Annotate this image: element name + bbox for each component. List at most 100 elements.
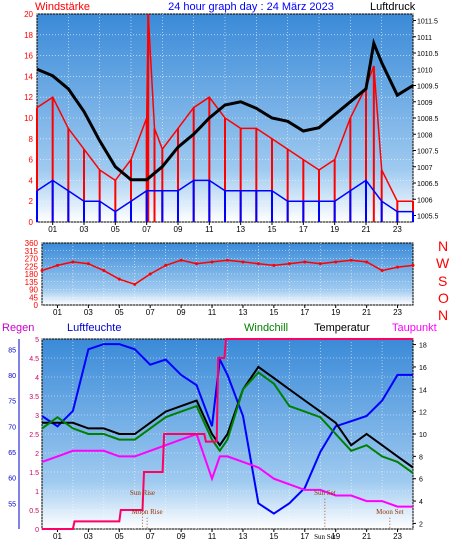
p2-wind-dir-point (380, 269, 384, 273)
p3-x-tick-19: 19 (331, 532, 340, 541)
p2-x-tick-21: 21 (362, 308, 371, 317)
p2-x-tick-09: 09 (177, 308, 186, 317)
p3-temperature-tick-16: 16 (419, 365, 427, 372)
p3-moon_rise-label: Moon Rise (132, 508, 163, 516)
p3-humidity-tick-75: 75 (8, 399, 16, 406)
p2-wind-dir-point (179, 258, 183, 262)
p3-temperature-tick-6: 6 (419, 477, 423, 484)
p3-rain-tick-2: 2 (35, 451, 39, 458)
p2-wind-dir-point (164, 263, 168, 267)
p1-x-tick-07: 07 (142, 225, 151, 234)
p2-left-tick-360: 360 (25, 239, 39, 248)
p3-temperature-tick-12: 12 (419, 410, 427, 417)
p2-wind-dir-point (349, 258, 353, 262)
p1-right-tick-1010: 1010 (417, 67, 433, 74)
label-temperatur: Temperatur (314, 322, 370, 334)
p3-sun-set-axis-label: Sun Set (314, 533, 336, 541)
p2-wind-dir-point (133, 282, 137, 286)
p2-left-tick-0: 0 (34, 301, 39, 310)
compass-label-4: O (438, 290, 449, 306)
p1-left-tick-6: 6 (29, 156, 34, 165)
p1-wind_gust-line (36, 13, 413, 202)
p1-right-tick-1006.5: 1006.5 (417, 181, 439, 188)
p1-right-tick-1008.5: 1008.5 (417, 116, 439, 123)
p1-left-tick-18: 18 (24, 31, 33, 40)
p3-rain-tick-5: 5 (35, 337, 39, 344)
p2-left-tick-45: 45 (29, 293, 38, 302)
p3-humidity-line (41, 343, 413, 515)
p1-x-tick-03: 03 (80, 225, 89, 234)
p1-x-tick-21: 21 (362, 225, 371, 234)
p3-temperature-line (42, 365, 414, 469)
p3-x-tick-11: 11 (208, 532, 217, 541)
p3-rain-tick-3.5: 3.5 (29, 394, 39, 401)
p1-right-tick-1005.5: 1005.5 (417, 214, 439, 221)
p2-wind-dir-point (241, 260, 245, 264)
p1-right-tick-1011.5: 1011.5 (417, 19, 438, 26)
p2-wind-dir-point (86, 262, 90, 266)
p3-rain-tick-4.5: 4.5 (29, 356, 39, 363)
p2-wind-dir-point (303, 260, 307, 264)
p3-moon_set-label: Moon Set (376, 508, 403, 516)
p3-temperature-tick-4: 4 (419, 499, 423, 506)
p1-x-tick-11: 11 (205, 225, 214, 234)
p1-left-tick-10: 10 (24, 114, 33, 123)
wind-pressure-panel: 01 03 05 07 09 11 13 15 17 19 21 23 0 2 4 6 8 10 12 14 16 18 2… (24, 10, 438, 234)
p3-dewpoint-line (41, 432, 413, 508)
p1-left-tick-14: 14 (24, 72, 33, 81)
p1-x-tick-09: 09 (174, 225, 183, 234)
p3-temperature-tick-10: 10 (419, 432, 427, 439)
p2-wind-dir-point (55, 263, 59, 267)
p1-right-tick-1009.5: 1009.5 (417, 84, 439, 91)
p3-humidity-tick-80: 80 (8, 373, 16, 380)
p2-left-tick-315: 315 (25, 247, 39, 256)
p3-humidity-tick-70: 70 (8, 424, 16, 431)
p1-left-tick-12: 12 (24, 93, 33, 102)
p1-wind_avg-line (36, 179, 413, 213)
p1-left-tick-0: 0 (29, 218, 34, 227)
p2-wind-dir-point (210, 260, 214, 264)
p1-right-tick-1008: 1008 (417, 132, 433, 139)
p3-rain-tick-0: 0 (35, 527, 39, 534)
p3-x-tick-21: 21 (362, 532, 371, 541)
p3-temperature-tick-18: 18 (419, 343, 427, 350)
p3-x-tick-01: 01 (53, 532, 62, 541)
compass-label-5: N (438, 307, 448, 323)
p1-x-tick-15: 15 (268, 225, 277, 234)
p2-wind-dir-point (287, 262, 291, 266)
p2-x-tick-11: 11 (208, 308, 217, 317)
p2-wind-dir-point (272, 263, 276, 267)
p1-right-tick-1006: 1006 (417, 197, 433, 204)
p2-wind-dir-point (334, 260, 338, 264)
p3-temperature-tick-2: 2 (419, 521, 423, 528)
p2-x-tick-03: 03 (84, 308, 93, 317)
p3-x-tick-09: 09 (177, 532, 186, 541)
p2-x-tick-05: 05 (115, 308, 124, 317)
wind-direction-panel: 01 03 05 07 09 11 13 15 17 19 21 23 0459013518022527… (25, 239, 415, 317)
p3-x-tick-03: 03 (84, 532, 93, 541)
label-regen: Regen (2, 322, 34, 334)
p1-left-tick-2: 2 (29, 197, 34, 206)
p1-x-tick-13: 13 (236, 225, 245, 234)
compass-label-1: N (438, 238, 448, 254)
p1-right-tick-1010.5: 1010.5 (417, 51, 439, 58)
p2-x-tick-13: 13 (239, 308, 248, 317)
p1-right-tick-1007: 1007 (417, 165, 433, 172)
p3-windchill-line (41, 371, 414, 474)
p3-x-tick-13: 13 (239, 532, 248, 541)
p1-x-tick-17: 17 (299, 225, 308, 234)
p3-temperature-tick-8: 8 (419, 454, 423, 461)
header-luftdruck: Luftdruck (370, 1, 416, 13)
p3-humidity-tick-55: 55 (8, 501, 16, 508)
p2-x-tick-19: 19 (331, 308, 340, 317)
p3-x-tick-23: 23 (393, 532, 402, 541)
p2-wind-dir-point (71, 260, 75, 264)
p1-x-tick-19: 19 (330, 225, 339, 234)
p2-left-tick-90: 90 (29, 286, 38, 295)
p3-rain-line (42, 338, 413, 530)
p3-x-tick-15: 15 (269, 532, 278, 541)
p3-x-tick-05: 05 (115, 532, 124, 541)
p2-x-tick-15: 15 (269, 308, 278, 317)
p2-wind-dir-point (318, 262, 322, 266)
compass-label-2: W (436, 255, 450, 271)
